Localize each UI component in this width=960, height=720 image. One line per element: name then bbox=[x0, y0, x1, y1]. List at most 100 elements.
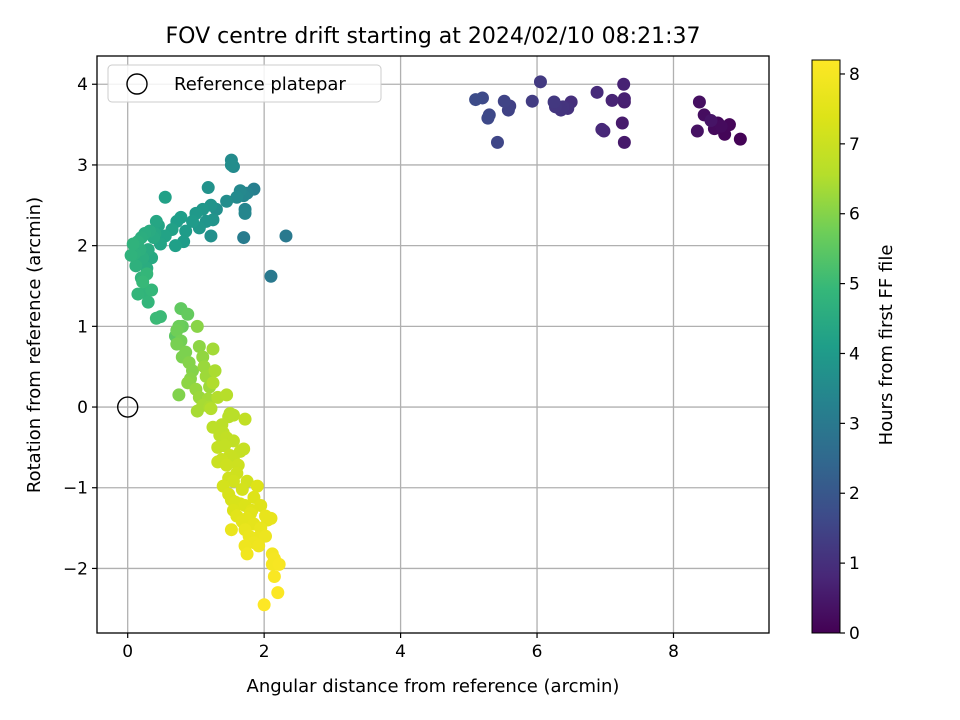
data-point bbox=[220, 388, 234, 402]
data-point bbox=[208, 364, 222, 378]
y-tick-label: 2 bbox=[77, 237, 88, 257]
y-tick-label: 3 bbox=[77, 156, 88, 176]
data-point bbox=[181, 307, 195, 321]
colorbar bbox=[811, 59, 841, 634]
plot-frame bbox=[96, 55, 770, 634]
reference-marker-layer bbox=[117, 396, 139, 418]
colorbar-tick-label: 5 bbox=[849, 275, 860, 295]
data-point bbox=[179, 224, 193, 238]
data-point bbox=[240, 547, 254, 561]
data-point bbox=[136, 275, 150, 289]
data-point bbox=[149, 214, 163, 228]
data-point bbox=[605, 93, 619, 107]
data-point bbox=[226, 474, 240, 488]
data-point bbox=[259, 529, 273, 543]
reference-platepar-marker bbox=[117, 396, 139, 418]
x-axis-label: Angular distance from reference (arcmin) bbox=[247, 676, 620, 697]
data-point bbox=[170, 337, 184, 351]
data-point bbox=[264, 511, 278, 525]
data-point bbox=[235, 482, 249, 496]
data-point bbox=[267, 570, 281, 584]
data-point bbox=[145, 283, 159, 297]
data-point bbox=[547, 95, 561, 109]
data-point bbox=[224, 523, 238, 537]
data-point bbox=[238, 412, 252, 426]
y-tick-label: −1 bbox=[63, 479, 88, 499]
data-point bbox=[124, 248, 138, 262]
data-point bbox=[186, 214, 200, 228]
data-point bbox=[126, 237, 140, 251]
data-point bbox=[141, 295, 155, 309]
x-tick-label: 6 bbox=[532, 642, 543, 662]
data-point bbox=[481, 111, 495, 125]
data-point bbox=[469, 93, 483, 107]
data-point bbox=[237, 231, 251, 245]
data-point bbox=[153, 310, 167, 324]
data-point bbox=[131, 287, 145, 301]
data-point bbox=[257, 598, 271, 612]
data-point bbox=[226, 408, 240, 422]
colorbar-tick-label: 2 bbox=[849, 484, 860, 504]
y-axis-label: Rotation from reference (arcmin) bbox=[24, 197, 45, 493]
colorbar-tick-label: 4 bbox=[849, 344, 860, 364]
y-tick-label: 4 bbox=[77, 75, 88, 95]
y-axis-ticks: −2 −1 0 1 2 3 4 bbox=[63, 75, 97, 579]
data-point bbox=[704, 114, 718, 128]
data-point bbox=[238, 206, 252, 220]
data-point bbox=[204, 229, 218, 243]
x-axis-ticks: 0 2 4 6 8 bbox=[122, 633, 679, 662]
colorbar-tick-label: 0 bbox=[849, 624, 860, 644]
data-point bbox=[250, 479, 264, 493]
colorbar-tick-label: 6 bbox=[849, 205, 860, 225]
data-point bbox=[196, 350, 210, 364]
chart-title: FOV centre drift starting at 2024/02/10 … bbox=[166, 24, 701, 49]
x-tick-label: 8 bbox=[668, 642, 679, 662]
colorbar-ticks: 0 1 2 3 4 5 6 7 8 bbox=[840, 65, 860, 644]
data-point bbox=[252, 539, 266, 553]
legend-box bbox=[107, 64, 382, 103]
data-point bbox=[237, 442, 251, 456]
data-point bbox=[220, 194, 234, 208]
data-point bbox=[264, 269, 278, 283]
data-point bbox=[224, 158, 238, 172]
data-point bbox=[197, 360, 211, 374]
data-point bbox=[279, 229, 293, 243]
data-point bbox=[497, 94, 511, 108]
data-point bbox=[271, 586, 285, 600]
x-tick-label: 0 bbox=[122, 642, 133, 662]
data-point bbox=[206, 376, 220, 390]
legend-label: Reference platepar bbox=[174, 74, 346, 95]
data-point bbox=[170, 323, 184, 337]
data-point bbox=[220, 458, 234, 472]
data-point bbox=[230, 190, 244, 204]
data-points bbox=[124, 75, 747, 612]
data-point bbox=[158, 190, 172, 204]
colorbar-tick-label: 3 bbox=[849, 414, 860, 434]
data-point bbox=[617, 92, 631, 106]
data-point bbox=[690, 124, 704, 138]
data-point bbox=[733, 132, 747, 146]
colorbar-label: Hours from first FF file bbox=[876, 245, 897, 446]
data-point bbox=[172, 388, 186, 402]
data-point bbox=[272, 557, 286, 571]
data-point bbox=[192, 340, 206, 354]
data-point bbox=[168, 239, 182, 253]
x-tick-label: 4 bbox=[395, 642, 406, 662]
data-point bbox=[590, 85, 604, 99]
data-point bbox=[201, 181, 215, 195]
data-point bbox=[204, 402, 218, 416]
data-point bbox=[490, 135, 504, 149]
y-tick-label: −2 bbox=[63, 559, 88, 579]
data-point bbox=[533, 75, 547, 89]
data-point bbox=[692, 95, 706, 109]
data-point bbox=[617, 77, 631, 91]
data-point bbox=[179, 345, 193, 359]
colorbar-tick-label: 8 bbox=[849, 65, 860, 85]
legend: Reference platepar bbox=[107, 64, 382, 103]
data-point bbox=[714, 119, 728, 133]
data-point bbox=[206, 342, 220, 356]
x-tick-label: 2 bbox=[259, 642, 270, 662]
data-point bbox=[190, 319, 204, 333]
data-point bbox=[525, 94, 539, 108]
